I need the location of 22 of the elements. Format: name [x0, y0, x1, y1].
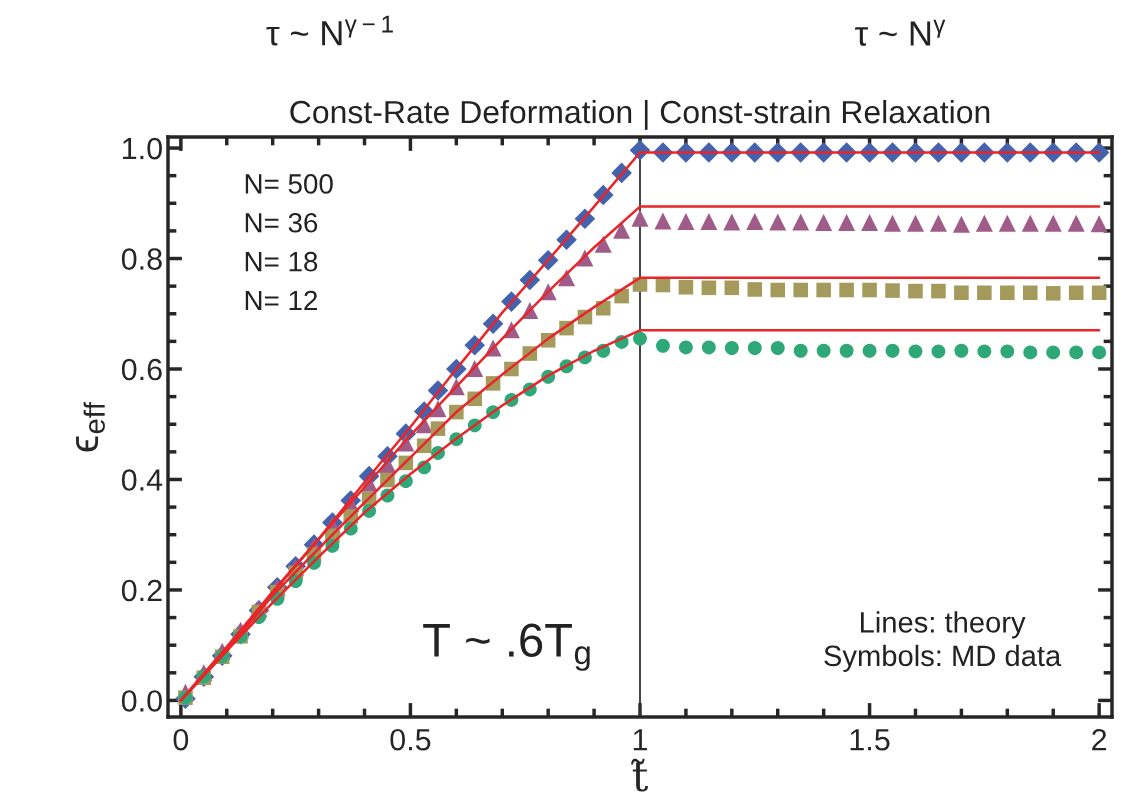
y-tick-label: 1.0 [123, 137, 162, 160]
chart-title: Const-Rate Deformation | Const-strain Relaxation [290, 99, 990, 130]
y-tick-label: 0.4 [121, 469, 163, 491]
y-tick-label: 0.0 [121, 690, 162, 712]
annotation: N= 500 [245, 174, 333, 194]
annotation: T ~ .6T$_{g}$ [423, 623, 590, 671]
y-tick-label: 0.6 [121, 358, 162, 381]
text: τ ~ N$^{γ}$ [855, 19, 946, 46]
text: τ ~ N$^{γ−1}$ [266, 15, 393, 46]
y-tick-label: 0.2 [121, 579, 162, 602]
x-axis-title: t̃ [631, 758, 649, 792]
y-axis-title: ϵ$_{eff}$ [76, 401, 105, 452]
x-tick-label: 1 [633, 729, 648, 751]
y-tick-label: 0.8 [121, 248, 162, 270]
x-tick-label: 0 [173, 728, 189, 751]
x-tick-label: 1.5 [850, 729, 890, 751]
annotation: N= 12 [245, 290, 318, 311]
annotation: Lines: theory Symbols: MD data [824, 611, 1062, 672]
annotation: N= 18 [245, 251, 318, 272]
annotation: N= 36 [245, 212, 318, 233]
x-tick-label: 2 [1092, 728, 1107, 751]
x-tick-label: 0.5 [390, 728, 431, 751]
